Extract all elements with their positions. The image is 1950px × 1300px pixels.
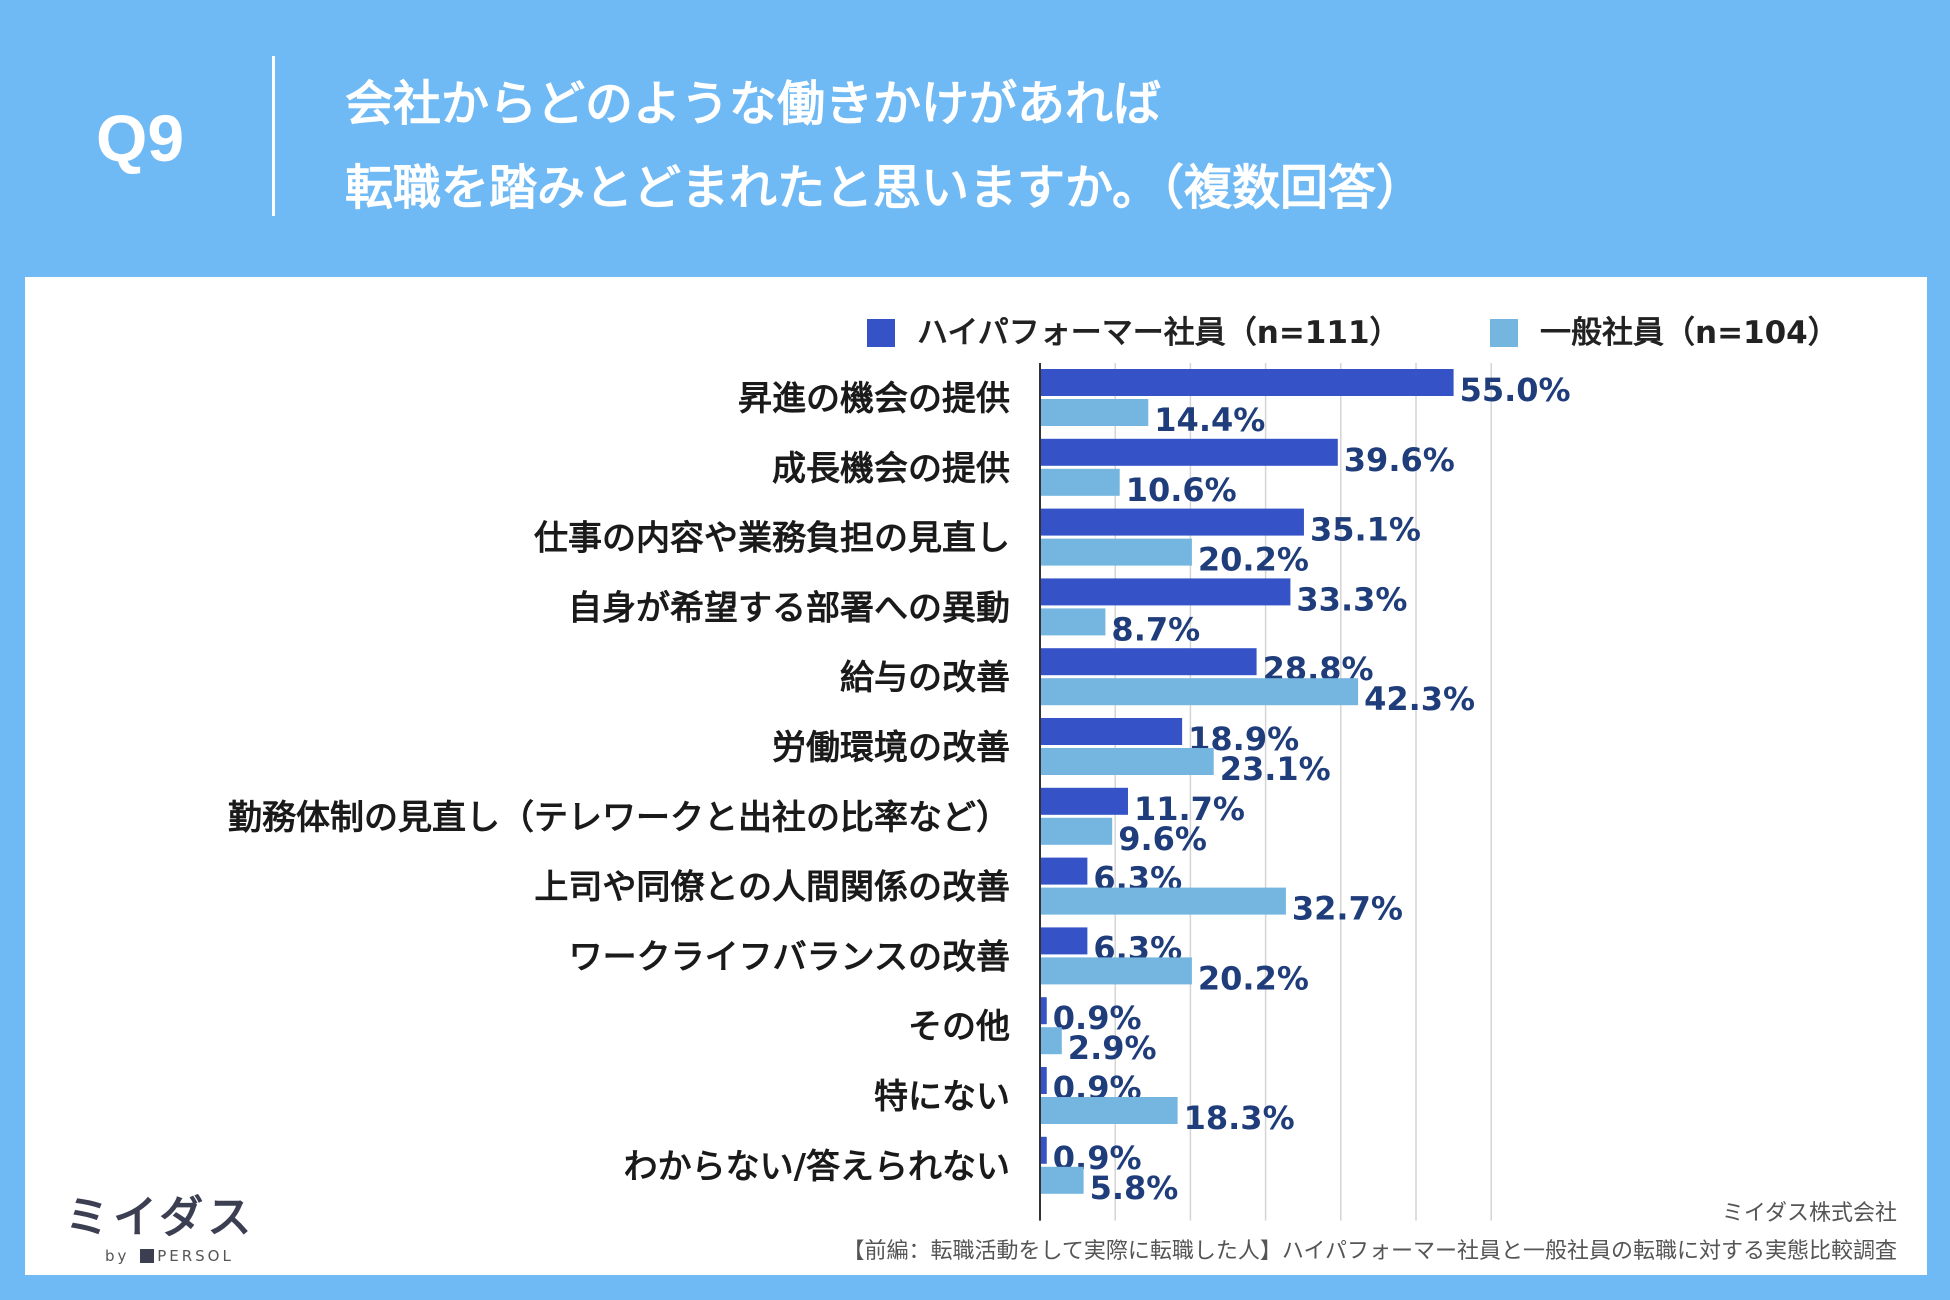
bar-general bbox=[1040, 1097, 1178, 1124]
legend-label-high-performer: ハイパフォーマー社員（n=111） bbox=[917, 315, 1401, 351]
category-label: 給与の改善 bbox=[840, 658, 1010, 698]
bar-high-performer bbox=[1040, 648, 1257, 676]
bar-high-performer bbox=[1040, 997, 1047, 1025]
logo-wordmark: ミイダス bbox=[65, 1192, 256, 1243]
value-label-general: 9.6% bbox=[1118, 820, 1207, 858]
value-label-general: 32.7% bbox=[1292, 890, 1403, 928]
value-label-general: 5.8% bbox=[1090, 1169, 1179, 1207]
value-label-general: 42.3% bbox=[1364, 680, 1475, 718]
bar-general bbox=[1040, 468, 1120, 496]
value-label-general: 2.9% bbox=[1068, 1029, 1157, 1067]
value-label-high-performer: 11.7% bbox=[1134, 790, 1245, 828]
value-label-high-performer: 55.0% bbox=[1460, 371, 1571, 409]
question-number: Q9 bbox=[96, 101, 185, 175]
category-label: 勤務体制の見直し（テレワークと出社の比率など） bbox=[228, 798, 1010, 838]
bar-general bbox=[1040, 608, 1106, 636]
bar-general bbox=[1040, 538, 1192, 566]
category-label: 労働環境の改善 bbox=[772, 728, 1010, 768]
legend-label-general: 一般社員（n=104） bbox=[1540, 315, 1839, 351]
bar-general bbox=[1040, 1166, 1084, 1194]
bar-high-performer bbox=[1040, 369, 1454, 396]
source-note: 【前編：転職活動をして実際に転職した人】ハイパフォーマー社員と一般社員の転職に対… bbox=[842, 1239, 1897, 1264]
category-label: 自身が希望する部署への異動 bbox=[568, 588, 1010, 628]
bar-high-performer bbox=[1040, 927, 1088, 955]
bar-general bbox=[1040, 399, 1149, 426]
logo-by: by bbox=[105, 1247, 130, 1265]
category-label: 仕事の内容や業務負担の見直し bbox=[534, 519, 1010, 559]
bar-high-performer bbox=[1040, 578, 1291, 606]
header-divider bbox=[272, 56, 275, 216]
value-label-high-performer: 39.6% bbox=[1344, 441, 1455, 479]
bar-general bbox=[1040, 957, 1192, 985]
bar-high-performer bbox=[1040, 1136, 1047, 1164]
value-label-general: 20.2% bbox=[1198, 541, 1309, 579]
category-label: 成長機会の提供 bbox=[772, 449, 1010, 489]
chart-panel: ハイパフォーマー社員（n=111） 一般社員（n=104） 昇進の機会の提供 55… bbox=[25, 277, 1927, 1275]
bar-high-performer bbox=[1040, 718, 1183, 745]
legend-swatch-high-performer bbox=[867, 319, 895, 347]
question-title-line-1: 会社からどのような働きかけがあれば bbox=[345, 76, 1162, 132]
legend-item-high-performer: ハイパフォーマー社員（n=111） bbox=[867, 307, 1401, 351]
value-label-general: 8.7% bbox=[1111, 610, 1200, 648]
company-name: ミイダス株式会社 bbox=[1721, 1201, 1897, 1226]
value-label-high-performer: 33.3% bbox=[1296, 580, 1407, 618]
miidas-logo: ミイダス by PERSOL bbox=[65, 1181, 255, 1265]
legend-item-general: 一般社員（n=104） bbox=[1490, 307, 1839, 351]
persol-mark-icon bbox=[140, 1249, 155, 1263]
bar-chart: 昇進の機会の提供 55.0% 14.4% 成長機会の提供 39.6% 10.6% 仕事の内容… bbox=[228, 363, 1571, 1221]
bar-high-performer bbox=[1040, 1067, 1047, 1094]
bar-general bbox=[1040, 1027, 1062, 1055]
value-label-general: 10.6% bbox=[1126, 471, 1237, 509]
bar-high-performer bbox=[1040, 787, 1128, 815]
value-label-general: 23.1% bbox=[1220, 750, 1331, 788]
logo-brand: PERSOL bbox=[157, 1247, 234, 1265]
bar-general bbox=[1040, 678, 1359, 706]
bar-high-performer bbox=[1040, 857, 1088, 885]
category-label: 上司や同僚との人間関係の改善 bbox=[534, 868, 1010, 908]
bar-high-performer bbox=[1040, 508, 1304, 536]
category-label: その他 bbox=[908, 1007, 1010, 1047]
value-label-general: 14.4% bbox=[1154, 401, 1265, 439]
header: Q9 会社からどのような働きかけがあれば 転職を踏みとどまれたと思いますか。（複… bbox=[0, 0, 1950, 270]
value-label-general: 20.2% bbox=[1198, 959, 1309, 997]
logo-persol: by PERSOL bbox=[105, 1247, 255, 1265]
bar-high-performer bbox=[1040, 438, 1338, 466]
value-label-general: 18.3% bbox=[1184, 1099, 1295, 1137]
legend-swatch-general bbox=[1490, 319, 1518, 347]
category-label: 特にない bbox=[874, 1077, 1010, 1117]
question-title-line-2: 転職を踏みとどまれたと思いますか。（複数回答） bbox=[345, 160, 1425, 216]
category-label: ワークライフバランスの改善 bbox=[569, 937, 1010, 977]
bar-general bbox=[1040, 887, 1286, 915]
value-label-high-performer: 0.9% bbox=[1053, 999, 1142, 1037]
value-label-high-performer: 35.1% bbox=[1310, 511, 1421, 549]
bar-general bbox=[1040, 748, 1214, 775]
category-label: 昇進の機会の提供 bbox=[738, 379, 1010, 419]
bar-general bbox=[1040, 817, 1113, 845]
category-label: わからない/答えられない bbox=[624, 1147, 1010, 1187]
